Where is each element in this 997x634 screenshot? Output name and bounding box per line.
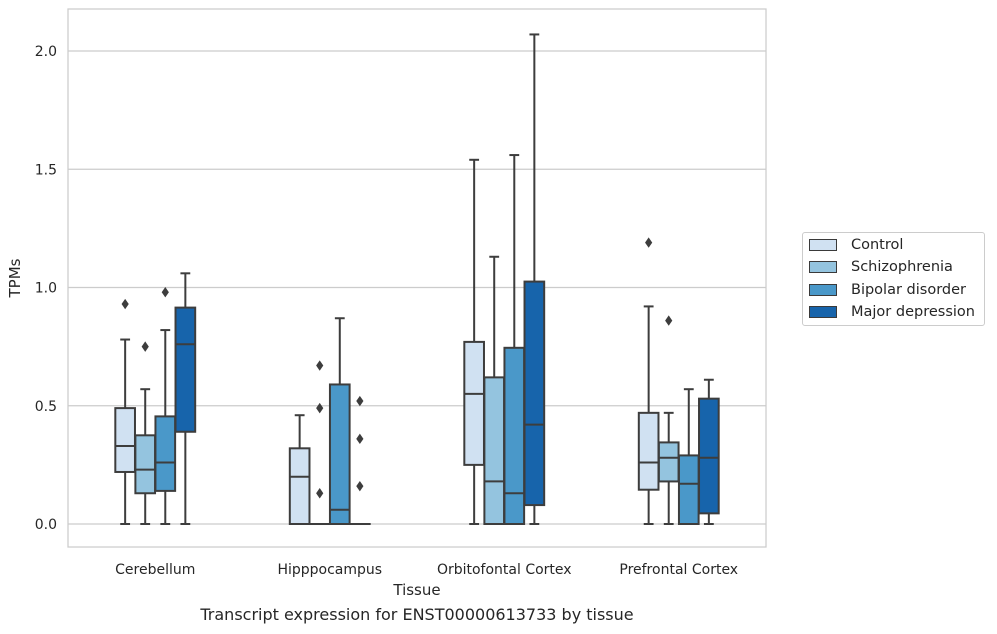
outlier-point: [645, 237, 653, 248]
outlier-point: [316, 488, 324, 499]
outlier-point: [316, 360, 324, 371]
outlier-point: [356, 480, 364, 492]
x-tick-label: Prefrontal Cortex: [619, 562, 738, 578]
iqr-box: [134, 434, 157, 495]
box-groups: [114, 33, 720, 526]
chart-title: Transcript expression for ENST0000061373…: [200, 605, 634, 624]
legend: Control Schizophrenia Bipolar disorder M…: [802, 232, 985, 326]
box-group: [114, 298, 136, 525]
legend-label-major-depression: Major depression: [851, 304, 975, 320]
y-axis-label: TPMs: [6, 258, 24, 298]
outlier-point: [161, 287, 169, 298]
box-group: [463, 158, 485, 525]
legend-label-control: Control: [851, 237, 904, 253]
iqr-box: [503, 346, 526, 525]
legend-swatch-schizophrenia: [809, 261, 837, 273]
legend-swatch-bipolar-disorder: [809, 284, 837, 296]
x-tick-label: Hipppocampus: [277, 562, 382, 578]
legend-label-schizophrenia: Schizophrenia: [851, 259, 953, 275]
y-tick-label: 2.0: [35, 44, 57, 60]
box-group: [503, 154, 526, 525]
y-tick-labels: 0.0 0.5 1.0 1.5 2.0: [35, 44, 57, 533]
iqr-box: [657, 441, 680, 483]
y-tick-label: 1.0: [35, 281, 57, 297]
legend-item-control: Control: [809, 235, 903, 255]
iqr-box: [114, 407, 136, 473]
iqr-box: [637, 411, 660, 491]
outlier-point: [665, 315, 673, 326]
y-tick-label: 1.5: [35, 162, 57, 178]
x-tick-labels: Cerebellum Hipppocampus Orbitofontal Corte…: [115, 562, 738, 578]
outlier-point: [141, 341, 149, 352]
outlier-point: [356, 433, 364, 445]
legend-label-bipolar-disorder: Bipolar disorder: [851, 282, 966, 298]
legend-item-major-depression: Major depression: [809, 302, 975, 322]
box-group: [288, 414, 311, 526]
box-group: [154, 287, 177, 525]
iqr-box: [677, 454, 700, 526]
x-tick-label: Orbitofontal Cortex: [437, 562, 572, 578]
iqr-box: [288, 447, 311, 526]
box-group: [308, 360, 331, 526]
y-tick-label: 0.5: [35, 399, 57, 415]
y-tick-label: 0.0: [35, 517, 57, 533]
box-group: [134, 341, 157, 525]
outlier-point: [356, 395, 364, 407]
outlier-point: [316, 402, 324, 414]
legend-swatch-control: [809, 239, 837, 251]
box-group: [657, 315, 680, 525]
box-group: [328, 317, 351, 525]
box-group: [349, 395, 371, 526]
box-group: [483, 255, 506, 525]
box-group: [637, 237, 660, 525]
iqr-box: [463, 340, 485, 466]
plot-area-frame: [67, 8, 767, 548]
iqr-box: [328, 383, 351, 525]
box-group: [698, 378, 720, 525]
x-tick-label: Cerebellum: [115, 562, 195, 578]
box-group: [523, 33, 546, 525]
legend-item-schizophrenia: Schizophrenia: [809, 257, 953, 277]
outlier-point: [121, 298, 129, 310]
iqr-box: [483, 376, 506, 525]
iqr-box: [154, 415, 177, 492]
box-group: [174, 272, 197, 525]
x-axis-label: Tissue: [392, 581, 440, 599]
legend-swatch-major-depression: [809, 306, 837, 318]
iqr-box: [698, 397, 720, 515]
box-group: [677, 388, 700, 526]
iqr-box: [523, 280, 546, 507]
legend-item-bipolar-disorder: Bipolar disorder: [809, 280, 966, 300]
iqr-box: [174, 306, 197, 433]
